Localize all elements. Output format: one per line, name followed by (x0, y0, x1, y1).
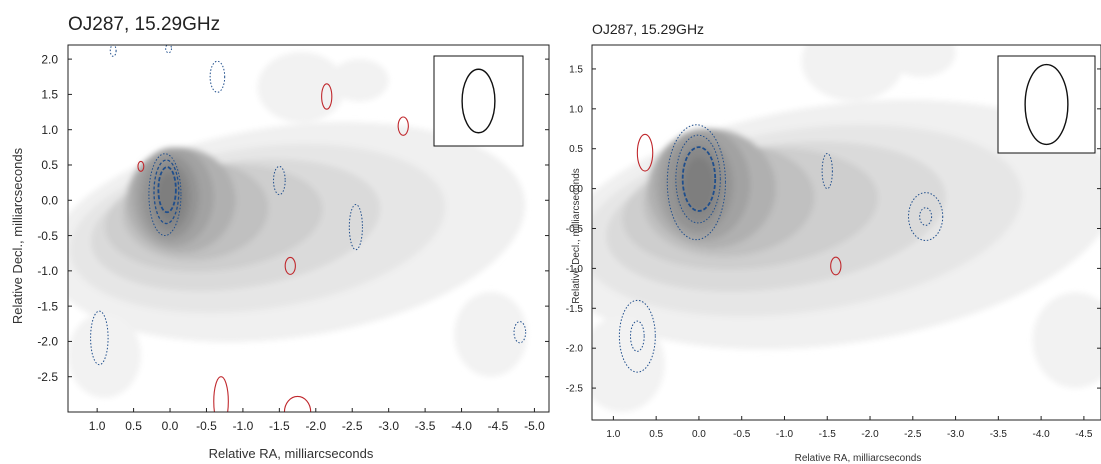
negative-contour (284, 256, 296, 275)
y-tick-label: 0.5 (569, 144, 583, 155)
y-tick-label: 1.0 (569, 104, 583, 115)
x-tick-label: -3.0 (947, 429, 965, 440)
y-axis-label: Relative Decl., milliarcseconds (571, 168, 582, 304)
chart-title: OJ287, 15.29GHz (592, 21, 704, 37)
plot-area (592, 45, 1101, 420)
x-tick-label: -4.5 (488, 419, 509, 433)
x-tick-label: -4.0 (1033, 429, 1051, 440)
positive-contour (919, 207, 933, 226)
y-tick-label: -0.5 (566, 224, 584, 235)
intensity-map (592, 45, 1101, 413)
positive-contour (109, 45, 117, 57)
intensity-level (801, 45, 905, 101)
y-tick-label: 0.0 (41, 193, 58, 207)
beam-box (433, 55, 524, 147)
beam-ellipse (1024, 63, 1069, 146)
contour-lines (618, 124, 944, 373)
x-tick-label: -1.0 (776, 429, 794, 440)
x-tick-label: -0.5 (196, 419, 217, 433)
y-tick-label: -1.0 (37, 264, 58, 278)
x-tick-label: -2.5 (342, 419, 363, 433)
positive-contour (675, 134, 721, 224)
x-tick-label: -1.5 (819, 429, 837, 440)
y-tick-label: -2.5 (566, 384, 584, 395)
negative-contour (397, 116, 409, 136)
x-tick-label: -3.5 (415, 419, 436, 433)
y-tick-label: -2.5 (37, 370, 58, 384)
y-tick-label: -2.0 (37, 335, 58, 349)
y-tick-label: -1.0 (566, 264, 584, 275)
intensity-level (68, 313, 141, 398)
contour-map-right: OJ287, 15.29GHz Relative Decl., milliarc… (566, 21, 1101, 464)
x-tick-label: -3.0 (378, 419, 399, 433)
intensity-level (257, 52, 345, 123)
chart-panel-right: OJ287, 15.29GHz Relative Decl., milliarc… (560, 0, 1101, 464)
intensity-level (156, 172, 184, 221)
negative-contour (830, 256, 842, 276)
x-axis-label: Relative RA, milliarcseconds (795, 453, 922, 464)
y-tick-label: -1.5 (37, 299, 58, 313)
intensity-level (887, 45, 956, 77)
y-tick-label: 2.0 (41, 52, 58, 66)
x-axis-label: Relative RA, milliarcseconds (209, 446, 374, 461)
x-tick-label: 0.5 (649, 429, 663, 440)
y-tick-label: 1.5 (569, 64, 583, 75)
positive-contour (165, 45, 172, 54)
negative-contour (213, 376, 229, 412)
positive-contour (681, 146, 717, 212)
y-tick-label: 1.5 (41, 88, 58, 102)
x-tick-label: -3.5 (990, 429, 1008, 440)
x-tick-label: 1.0 (89, 419, 106, 433)
contour-map-left: OJ287, 15.29GHz Relative Decl., milliarc… (10, 14, 550, 461)
x-tick-label: 0.5 (125, 419, 142, 433)
positive-contour (153, 159, 180, 225)
negative-contour (283, 395, 312, 412)
x-tick-label: -1.5 (269, 419, 290, 433)
positive-contour (618, 299, 656, 373)
x-tick-label: -0.5 (733, 429, 751, 440)
positive-contour (148, 153, 182, 237)
x-tick-label: -2.0 (305, 419, 326, 433)
positive-contour (513, 321, 527, 344)
intensity-level (454, 292, 528, 377)
positive-contour (908, 192, 944, 241)
x-tick-label: 0.0 (692, 429, 706, 440)
y-tick-label: -0.5 (37, 229, 58, 243)
negative-contour (636, 133, 654, 172)
chart-title: OJ287, 15.29GHz (68, 14, 220, 35)
x-tick-label: 0.0 (162, 419, 179, 433)
intensity-level (1032, 292, 1101, 389)
y-tick-label: -1.5 (566, 304, 584, 315)
positive-contour (629, 320, 645, 352)
x-tick-label: -4.5 (1075, 429, 1093, 440)
positive-contour (348, 204, 363, 251)
beam-ellipse (461, 68, 496, 134)
y-tick-label: 0.0 (569, 184, 583, 195)
positive-contour (209, 60, 226, 93)
y-axis-label: Relative Decl., milliarcseconds (10, 147, 25, 324)
y-tick-label: 1.0 (41, 123, 58, 137)
plot-frame (67, 44, 550, 413)
intensity-level (330, 59, 389, 102)
x-tick-label: -2.5 (904, 429, 922, 440)
chart-panel-left: OJ287, 15.29GHz Relative Decl., milliarc… (0, 0, 550, 464)
y-tick-label: -2.0 (566, 344, 584, 355)
x-tick-label: 1.0 (606, 429, 620, 440)
x-tick-label: -1.0 (233, 419, 254, 433)
intensity-level (592, 316, 665, 413)
beam-box (997, 55, 1096, 154)
intensity-level (683, 157, 715, 212)
positive-contour (90, 310, 109, 366)
positive-contour (157, 166, 177, 214)
plot-frame (591, 44, 1101, 421)
x-tick-label: -4.0 (451, 419, 472, 433)
positive-contour (821, 153, 833, 190)
negative-contour (137, 160, 145, 172)
positive-contour (273, 165, 286, 196)
y-tick-label: 0.5 (41, 158, 58, 172)
x-tick-label: -2.0 (861, 429, 879, 440)
contour-lines (90, 45, 527, 412)
x-tick-label: -5.0 (524, 419, 545, 433)
negative-contour (321, 83, 333, 110)
